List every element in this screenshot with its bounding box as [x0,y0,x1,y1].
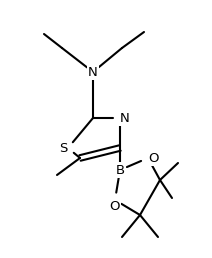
Text: O: O [148,151,159,165]
Text: B: B [116,164,125,176]
Text: N: N [120,111,130,125]
Text: O: O [110,200,120,213]
Text: S: S [60,141,68,155]
Text: N: N [88,66,98,78]
